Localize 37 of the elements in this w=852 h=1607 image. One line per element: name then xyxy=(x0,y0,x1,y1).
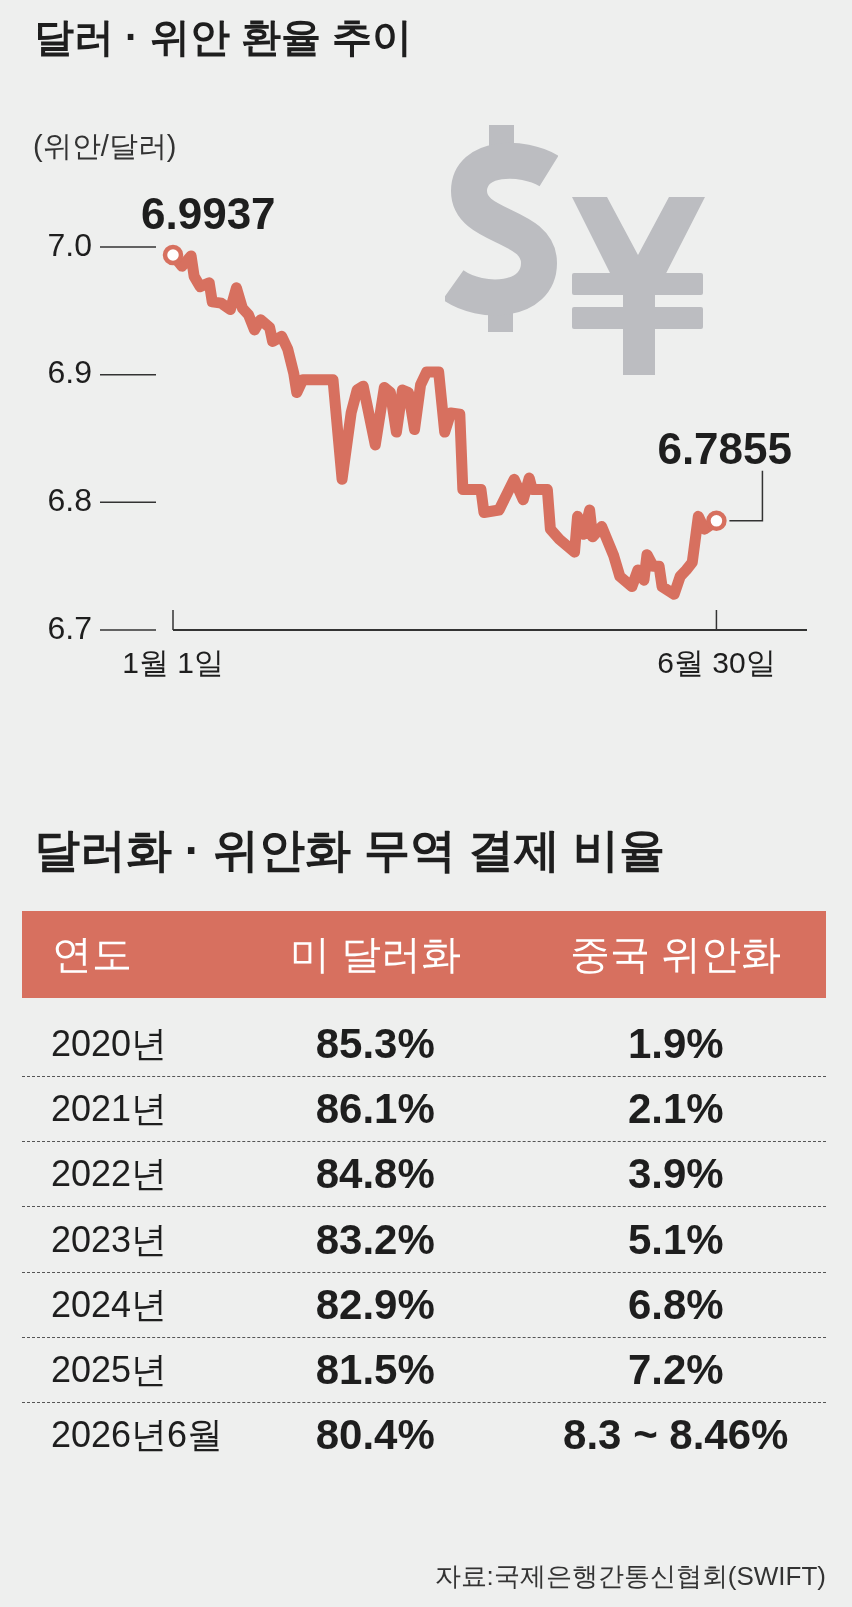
y-tick-label: 2026년6월 xyxy=(51,1413,224,1458)
data-label: 6.8% xyxy=(627,1280,724,1329)
table-header: 연도 미 달러화 중국 위안화 xyxy=(22,911,826,998)
y-axis-title: (위안/달러) xyxy=(33,129,177,164)
y-tick-label: 6.7 xyxy=(47,609,92,646)
data-label: 7.2% xyxy=(627,1346,724,1394)
x-tick-label: 1월 1일 xyxy=(122,646,224,680)
x-tick-label: 중국 위안화 xyxy=(570,931,782,977)
text: 자료:국제은행간통신협회(SWIFT) xyxy=(434,1560,826,1592)
data-label: 1.9% xyxy=(627,1020,724,1068)
chart-title: 달러화 · 위안화 무역 결제 비율 xyxy=(34,823,666,878)
y-tick-label: 2024년 xyxy=(51,1282,168,1327)
y-tick-label: 2021년 xyxy=(51,1087,168,1132)
y-tick-label: 2025년 xyxy=(51,1348,168,1392)
text: 8.3 ~ 8.46% xyxy=(563,1411,789,1459)
x-tick-label: 6월 30일 xyxy=(657,646,776,680)
chart-title: 달러 · 위안 환율 추이 xyxy=(34,14,412,61)
data-label: 2.1% xyxy=(627,1085,724,1134)
y-tick-label: 2020년 xyxy=(51,1022,168,1066)
y-tick-label: 2023년 xyxy=(51,1217,168,1262)
data-label: 83.2% xyxy=(315,1215,435,1264)
y-tick-label: 2022년 xyxy=(51,1152,168,1197)
data-label: 84.8% xyxy=(315,1150,435,1199)
annotation: 6.7855 xyxy=(657,423,793,473)
x-tick-label: 미 달러화 xyxy=(289,931,461,977)
y-tick-label: 6.9 xyxy=(47,354,92,391)
data-label: 82.9% xyxy=(315,1280,435,1329)
data-label: 80.4% xyxy=(315,1411,435,1460)
data-label: 86.1% xyxy=(315,1085,435,1134)
annotation: 6.9937 xyxy=(141,189,276,239)
y-axis-title: 연도 xyxy=(52,931,132,977)
data-label: 81.5% xyxy=(315,1346,435,1394)
data-label: 85.3% xyxy=(315,1020,435,1068)
data-label: 5.1% xyxy=(627,1215,724,1264)
data-label: 3.9% xyxy=(627,1150,724,1199)
y-tick-label: 7.0 xyxy=(47,226,92,263)
y-tick-label: 6.8 xyxy=(47,482,92,519)
